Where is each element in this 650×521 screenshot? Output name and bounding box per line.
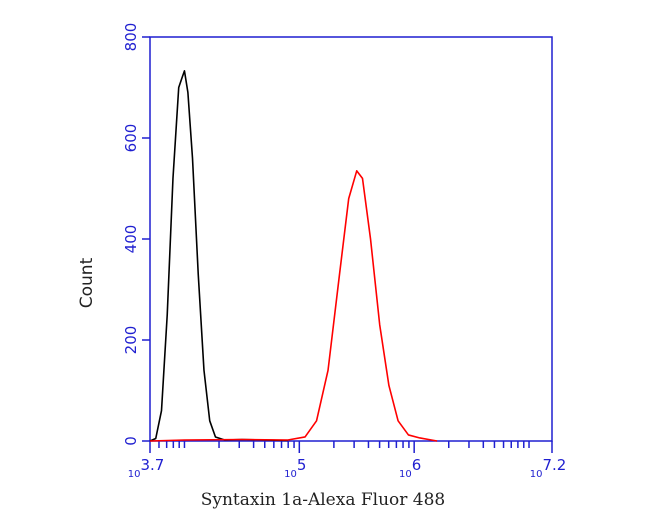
x-tick-label: 105 — [284, 456, 306, 480]
y-tick-label: 600 — [122, 124, 140, 153]
y-tick-label: 0 — [122, 436, 140, 446]
histogram-line — [149, 70, 288, 442]
x-tick-label: 107.2 — [530, 456, 567, 480]
y-tick-label: 400 — [122, 225, 140, 254]
x-tick-base: 10 — [284, 469, 297, 480]
y-tick-label: 200 — [122, 326, 140, 355]
x-tick-exponent: 5 — [297, 456, 307, 474]
x-tick-base: 10 — [399, 469, 412, 480]
x-tick-label: 106 — [399, 456, 421, 480]
x-axis-label: Syntaxin 1a-Alexa Fluor 488 — [201, 490, 446, 510]
x-tick-exponent: 3.7 — [140, 456, 164, 474]
plot-frame — [149, 36, 553, 442]
x-tick-exponent: 7.2 — [542, 456, 566, 474]
x-tick-base: 10 — [128, 469, 141, 480]
y-tick-label: 800 — [122, 23, 140, 52]
y-axis-label: Count — [77, 257, 97, 308]
histogram-line — [149, 170, 438, 442]
x-tick-base: 10 — [530, 469, 543, 480]
x-tick-label: 103.7 — [128, 456, 165, 480]
x-tick-exponent: 6 — [412, 456, 422, 474]
